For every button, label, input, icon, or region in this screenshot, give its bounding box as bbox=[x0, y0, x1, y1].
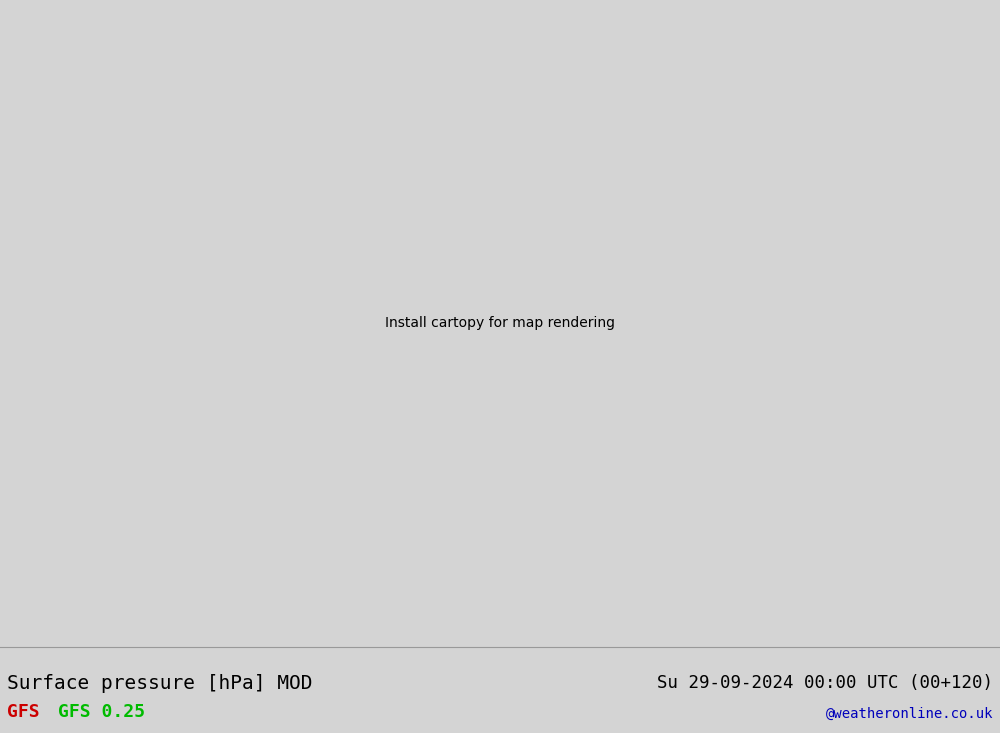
Text: Install cartopy for map rendering: Install cartopy for map rendering bbox=[385, 316, 615, 331]
Text: GFS: GFS bbox=[7, 703, 40, 721]
Text: Surface pressure [hPa] MOD: Surface pressure [hPa] MOD bbox=[7, 674, 312, 693]
Text: GFS 0.25: GFS 0.25 bbox=[58, 703, 145, 721]
Text: Su 29-09-2024 00:00 UTC (00+120): Su 29-09-2024 00:00 UTC (00+120) bbox=[657, 674, 993, 692]
Text: @weatheronline.co.uk: @weatheronline.co.uk bbox=[826, 707, 993, 721]
